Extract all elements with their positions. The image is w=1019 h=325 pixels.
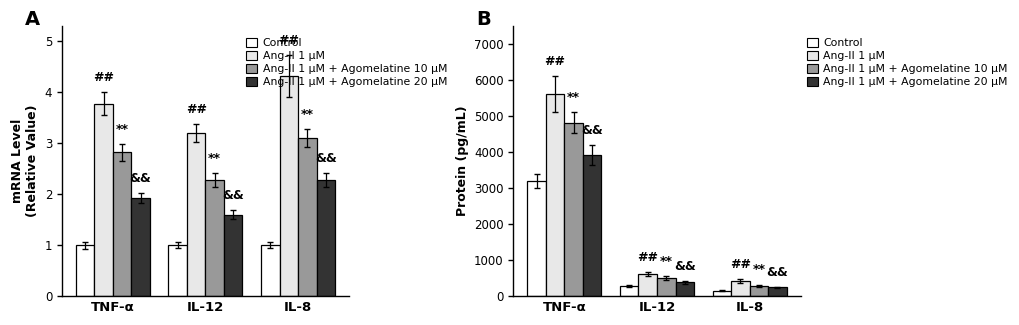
Text: **: ** (567, 91, 580, 104)
Text: B: B (476, 10, 490, 29)
Bar (527, 181, 545, 296)
Bar (620, 286, 638, 296)
Text: &&: && (129, 172, 152, 185)
Text: ##: ## (185, 103, 207, 116)
Bar (131, 198, 150, 296)
Bar (749, 286, 767, 296)
Text: &&: && (315, 152, 336, 165)
Bar (582, 155, 601, 296)
Text: ##: ## (278, 33, 299, 46)
Bar (545, 94, 564, 296)
Bar (675, 282, 693, 296)
Text: ##: ## (93, 71, 114, 84)
Text: &&: && (581, 124, 602, 137)
Legend: Control, Ang-II 1 μM, Ang-II 1 μM + Agomelatine 10 μM, Ang-II 1 μM + Agomelatine: Control, Ang-II 1 μM, Ang-II 1 μM + Agom… (805, 37, 1008, 88)
Bar (75, 245, 94, 296)
Bar (168, 245, 186, 296)
Text: &&: && (765, 266, 788, 279)
Text: **: ** (659, 255, 673, 268)
Text: ##: ## (637, 251, 657, 264)
Bar (186, 133, 205, 296)
Bar (224, 214, 243, 296)
Y-axis label: Protein (pg/mL): Protein (pg/mL) (455, 106, 468, 216)
Bar (638, 274, 656, 296)
Bar (767, 287, 786, 296)
Legend: Control, Ang-II 1 μM, Ang-II 1 μM + Agomelatine 10 μM, Ang-II 1 μM + Agomelatine: Control, Ang-II 1 μM, Ang-II 1 μM + Agom… (246, 37, 447, 88)
Y-axis label: mRNA Level
(Relative Value): mRNA Level (Relative Value) (11, 105, 39, 217)
Text: &&: && (674, 260, 695, 273)
Bar (113, 152, 131, 296)
Bar (712, 291, 731, 296)
Text: ##: ## (730, 258, 750, 271)
Bar (731, 281, 749, 296)
Bar (261, 245, 279, 296)
Text: **: ** (115, 123, 128, 136)
Bar (94, 104, 113, 296)
Text: **: ** (208, 152, 221, 165)
Bar (564, 123, 582, 296)
Text: A: A (24, 10, 40, 29)
Bar (279, 76, 298, 296)
Bar (205, 180, 224, 296)
Bar (298, 138, 316, 296)
Text: ##: ## (544, 55, 566, 68)
Text: &&: && (222, 189, 244, 202)
Text: **: ** (752, 264, 764, 277)
Bar (316, 180, 335, 296)
Bar (656, 278, 675, 296)
Text: **: ** (301, 108, 314, 121)
